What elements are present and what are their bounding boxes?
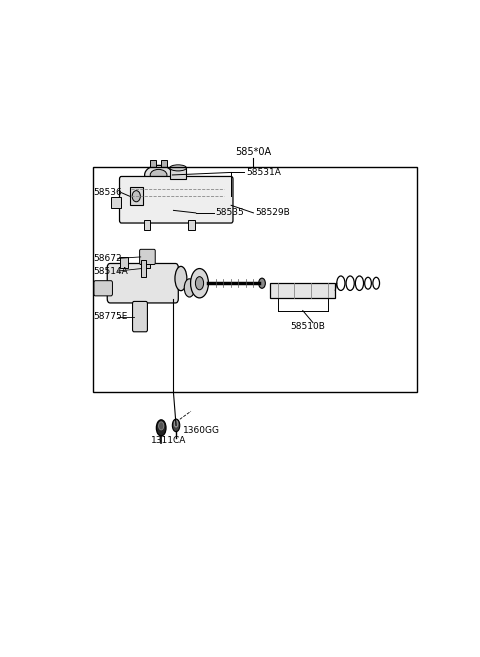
Bar bbox=[270, 283, 335, 298]
Ellipse shape bbox=[170, 165, 186, 171]
Bar bbox=[161, 160, 167, 167]
Text: 58535: 58535 bbox=[216, 208, 244, 217]
FancyBboxPatch shape bbox=[94, 281, 112, 296]
Ellipse shape bbox=[195, 277, 204, 290]
Text: 58529B: 58529B bbox=[255, 208, 290, 217]
Bar bbox=[142, 258, 150, 267]
Ellipse shape bbox=[150, 170, 167, 181]
FancyBboxPatch shape bbox=[120, 177, 233, 223]
FancyBboxPatch shape bbox=[107, 263, 178, 303]
Bar bbox=[170, 168, 186, 179]
Bar bbox=[188, 221, 195, 229]
Text: 1311CA: 1311CA bbox=[151, 436, 187, 445]
Ellipse shape bbox=[259, 278, 265, 288]
FancyBboxPatch shape bbox=[132, 302, 147, 332]
Ellipse shape bbox=[174, 420, 178, 427]
Ellipse shape bbox=[175, 266, 187, 290]
Bar bbox=[111, 196, 121, 208]
Ellipse shape bbox=[191, 269, 208, 298]
Text: 1360GG: 1360GG bbox=[183, 426, 220, 435]
Text: 58514A: 58514A bbox=[94, 267, 128, 275]
FancyBboxPatch shape bbox=[140, 249, 155, 265]
Text: 58510B: 58510B bbox=[290, 322, 325, 331]
Ellipse shape bbox=[144, 166, 172, 185]
Ellipse shape bbox=[172, 419, 180, 432]
Ellipse shape bbox=[156, 420, 166, 436]
Text: 58775E: 58775E bbox=[94, 312, 128, 321]
Bar bbox=[130, 187, 143, 205]
Bar bbox=[94, 168, 417, 392]
Ellipse shape bbox=[184, 279, 195, 297]
Bar bbox=[144, 221, 150, 229]
Ellipse shape bbox=[132, 191, 140, 202]
Bar bbox=[120, 258, 128, 267]
Text: 58536: 58536 bbox=[94, 188, 122, 197]
Text: 58531A: 58531A bbox=[246, 168, 281, 177]
Ellipse shape bbox=[158, 422, 164, 430]
Text: 585*0A: 585*0A bbox=[235, 147, 272, 157]
Text: 58672: 58672 bbox=[94, 254, 122, 263]
Bar bbox=[142, 260, 146, 277]
Bar bbox=[150, 160, 156, 167]
